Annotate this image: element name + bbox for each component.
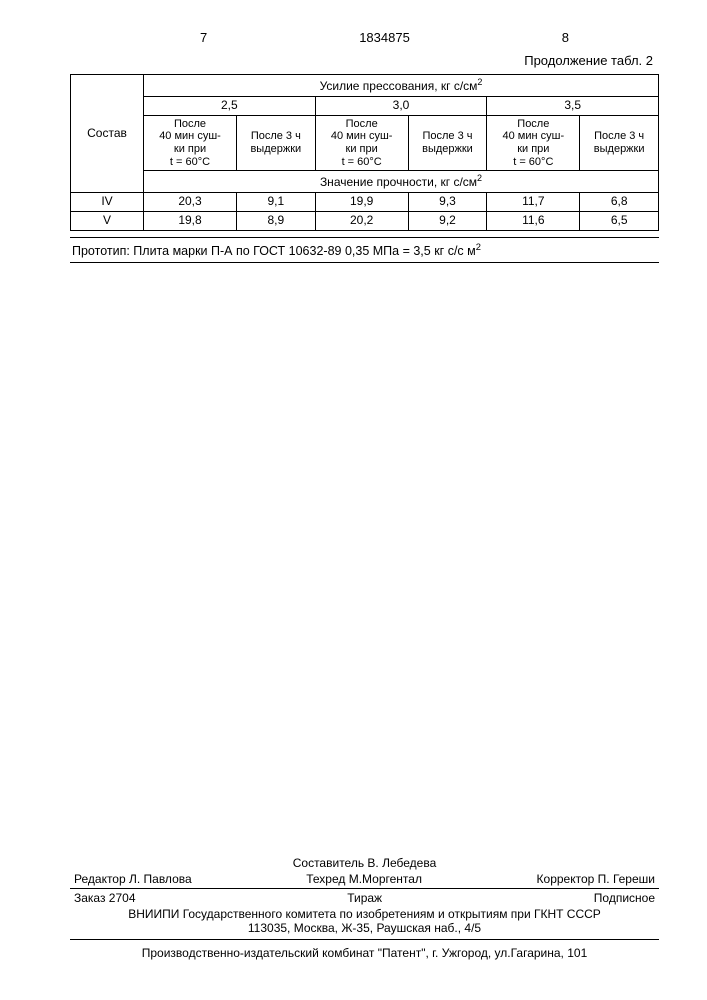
force-level-0: 2,5: [144, 96, 316, 115]
force-level-2: 3,5: [487, 96, 659, 115]
footer: Составитель В. Лебедева Редактор Л. Павл…: [70, 856, 659, 960]
cell: 11,6: [487, 211, 580, 230]
institute: ВНИИПИ Государственного комитета по изоб…: [70, 907, 659, 940]
header-force: Усилие прессования, кг с/см2: [144, 75, 659, 97]
col-header-sostav: Состав: [71, 75, 144, 193]
subhead-hold-2: После 3 ч выдержки: [580, 115, 659, 171]
force-level-1: 3,0: [315, 96, 487, 115]
techred: Техред М.Моргентал: [306, 872, 422, 886]
cell: 19,8: [144, 211, 237, 230]
cell: 6,5: [580, 211, 659, 230]
tirazh: Тираж: [347, 891, 382, 905]
table-row: IV 20,3 9,1 19,9 9,3 11,7 6,8: [71, 192, 659, 211]
cell: 20,3: [144, 192, 237, 211]
page-number-left: 7: [200, 30, 207, 45]
page-number-right: 8: [562, 30, 569, 45]
cell: 19,9: [315, 192, 408, 211]
corrector: Корректор П. Гереши: [537, 872, 655, 886]
row-name: V: [71, 211, 144, 230]
table-caption: Продолжение табл. 2: [70, 53, 659, 68]
row-name: IV: [71, 192, 144, 211]
cell: 9,3: [408, 192, 487, 211]
cell: 9,2: [408, 211, 487, 230]
strength-label: Значение прочности, кг с/см2: [144, 171, 659, 193]
subhead-dry-1: После 40 мин суш- ки при t = 60°С: [315, 115, 408, 171]
page-header: 7 1834875 8: [70, 30, 659, 45]
cell: 9,1: [237, 192, 316, 211]
table-row: V 19,8 8,9 20,2 9,2 11,6 6,5: [71, 211, 659, 230]
cell: 8,9: [237, 211, 316, 230]
prototype-note: Прототип: Плита марки П-А по ГОСТ 10632-…: [70, 237, 659, 263]
compiler: Составитель В. Лебедева: [293, 856, 437, 870]
subhead-dry-0: После 40 мин суш- ки при t = 60°С: [144, 115, 237, 171]
data-table: Состав Усилие прессования, кг с/см2 2,5 …: [70, 74, 659, 231]
cell: 20,2: [315, 211, 408, 230]
cell: 6,8: [580, 192, 659, 211]
cell: 11,7: [487, 192, 580, 211]
order-number: Заказ 2704: [74, 891, 136, 905]
producer: Производственно-издательский комбинат "П…: [70, 940, 659, 960]
subhead-dry-2: После 40 мин суш- ки при t = 60°С: [487, 115, 580, 171]
subhead-hold-0: После 3 ч выдержки: [237, 115, 316, 171]
document-number: 1834875: [359, 30, 410, 45]
subscription: Подписное: [594, 891, 655, 905]
editor: Редактор Л. Павлова: [74, 872, 192, 886]
subhead-hold-1: После 3 ч выдержки: [408, 115, 487, 171]
